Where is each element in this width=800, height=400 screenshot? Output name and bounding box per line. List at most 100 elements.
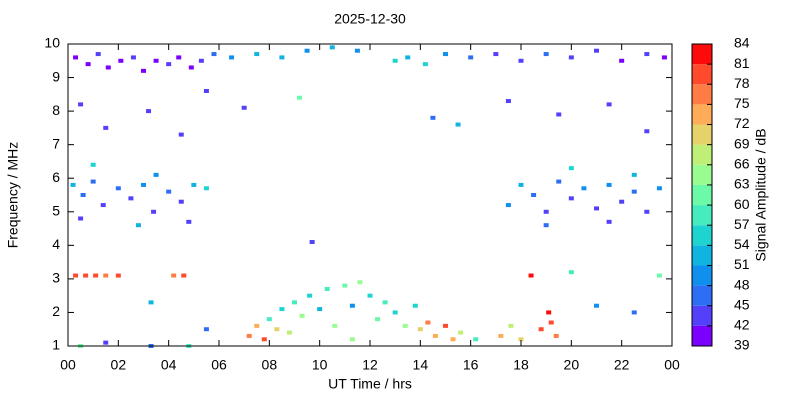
colorbar-band [692, 225, 712, 246]
colorbar-band [692, 144, 712, 165]
signal-cell [130, 55, 136, 60]
x-axis-label: UT Time / hrs [328, 376, 412, 392]
y-tick-label: 8 [52, 102, 60, 118]
signal-cell [279, 307, 285, 312]
colorbar-band [692, 44, 712, 65]
y-tick-label: 1 [52, 337, 60, 353]
signal-cell [166, 189, 172, 194]
signal-cell [261, 337, 267, 342]
signal-cell [203, 88, 209, 93]
signal-cell [518, 58, 524, 63]
colorbar-band [692, 104, 712, 125]
y-tick-label: 10 [44, 35, 60, 51]
signal-cell [191, 182, 197, 187]
y-tick-label: 5 [52, 202, 60, 218]
signal-cell [568, 55, 574, 60]
signal-cell [141, 68, 146, 73]
colorbar-frame [691, 43, 713, 347]
signal-cell [304, 48, 310, 53]
signal-cell [105, 65, 111, 70]
colorbar-band [692, 305, 712, 326]
signal-cell [568, 196, 574, 201]
signal-cell [505, 99, 511, 104]
colorbar-label: Signal Amplitude / dB [753, 128, 769, 261]
signal-cell [254, 52, 260, 57]
signal-cell [498, 333, 504, 338]
signal-cell [171, 273, 177, 278]
signal-cell [405, 55, 411, 60]
signal-cell [508, 323, 514, 328]
signal-cell [78, 216, 84, 221]
signal-cell [568, 270, 574, 275]
signal-cell [644, 129, 650, 134]
x-tick-label: 04 [161, 357, 177, 373]
signal-cell [181, 273, 187, 278]
x-tick-label: 00 [664, 357, 680, 373]
signal-cell [656, 186, 662, 191]
signal-cell [556, 179, 562, 184]
signal-cell [594, 206, 599, 211]
signal-cell [332, 323, 338, 328]
colorbar-tick-label: 78 [734, 75, 750, 91]
signal-cell [292, 300, 297, 305]
colorbar-tick-label: 75 [734, 95, 750, 111]
signal-cell [606, 182, 612, 187]
signal-cell [198, 58, 204, 63]
signal-cell [349, 337, 355, 342]
x-tick-label: 08 [262, 357, 278, 373]
signal-cell [468, 55, 474, 60]
signal-cell [70, 182, 76, 187]
signal-cell [176, 55, 182, 60]
signal-cell [644, 209, 650, 214]
signal-cell [568, 166, 574, 171]
signal-cell [266, 317, 272, 322]
signal-cell [543, 209, 549, 214]
signal-cell [432, 333, 438, 338]
signal-cell [473, 337, 479, 342]
signal-cell [581, 186, 587, 191]
colorbar-band [692, 124, 712, 145]
signal-cell [274, 327, 280, 332]
colorbar-tick-label: 54 [734, 236, 750, 252]
signal-cell [631, 189, 637, 194]
plot-marks [70, 45, 667, 348]
signal-cell [349, 303, 355, 308]
signal-cell [594, 303, 599, 308]
colorbar-tick-label: 84 [734, 35, 750, 51]
colorbar-band [692, 64, 712, 85]
signal-cell [203, 327, 209, 332]
signal-cell [518, 182, 524, 187]
signal-cell [115, 186, 121, 191]
signal-cell [229, 55, 235, 60]
signal-cell [135, 223, 141, 228]
signal-cell [458, 330, 464, 335]
x-tick-label: 00 [60, 357, 76, 373]
colorbar-tick-label: 66 [734, 156, 750, 172]
signal-cell [392, 58, 398, 63]
signal-cell [493, 52, 499, 57]
signal-cell [430, 115, 436, 120]
x-tick-label: 18 [513, 357, 529, 373]
signal-cell [153, 58, 159, 63]
signal-cell [531, 193, 537, 197]
signal-cell [412, 303, 418, 308]
signal-cell [85, 62, 91, 67]
signal-cell [631, 172, 637, 177]
signal-cell [606, 219, 612, 224]
signal-cell [357, 280, 363, 285]
signal-cell [73, 273, 79, 278]
colorbar-band [692, 184, 712, 206]
signal-cell [299, 313, 305, 318]
colorbar-tick-label: 57 [734, 216, 750, 232]
colorbar-tick-label: 39 [734, 337, 750, 353]
signal-cell [103, 125, 109, 130]
colorbar-tick-label: 69 [734, 135, 750, 151]
signal-cell [286, 330, 292, 335]
colorbar-tick-label: 60 [734, 196, 750, 212]
signal-cell [425, 320, 431, 325]
signal-cell [324, 286, 330, 291]
colorbar-band [692, 325, 712, 346]
signal-cell [619, 58, 625, 63]
signal-cell [83, 273, 89, 278]
x-tick-label: 22 [614, 357, 630, 373]
